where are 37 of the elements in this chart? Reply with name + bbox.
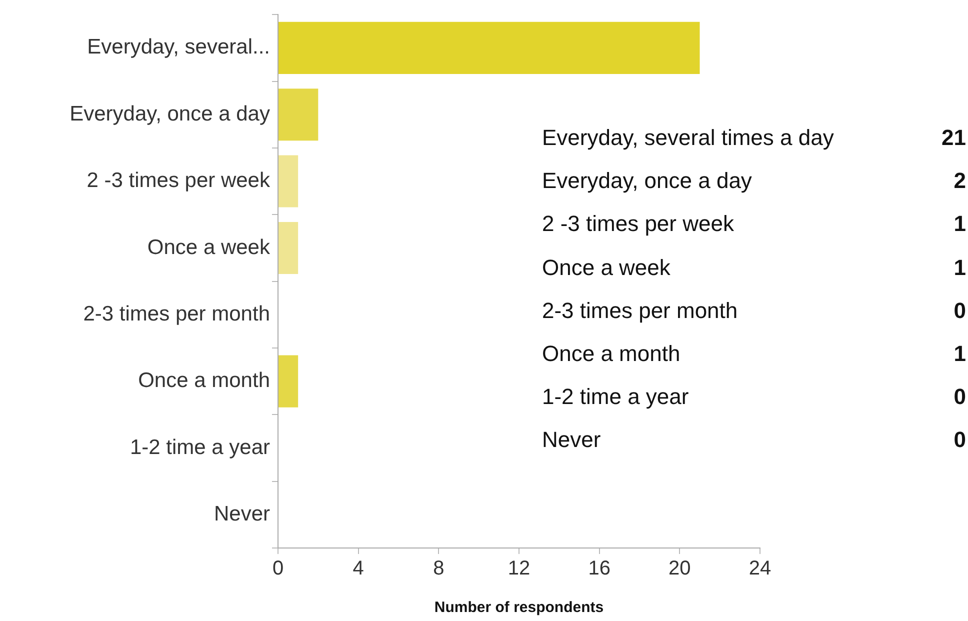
data-label: 0 — [954, 296, 966, 325]
bar — [278, 88, 318, 141]
bar — [278, 222, 298, 274]
data-label: 1 — [954, 340, 966, 368]
x-tick-label: 8 — [433, 558, 444, 580]
y-tick-label: 2 -3 times per week — [86, 169, 270, 192]
x-tick-label: 16 — [588, 558, 610, 580]
data-label: 0 — [954, 383, 966, 412]
bar — [278, 22, 700, 74]
x-tick-label: 12 — [508, 558, 530, 580]
category-label: Never — [542, 426, 601, 454]
y-tick-label: Everyday, once a day — [70, 102, 270, 126]
category-label: 2-3 times per month — [542, 296, 738, 325]
y-tick-label: 1-2 time a year — [130, 436, 270, 459]
data-label: 2 — [954, 167, 966, 196]
data-label: 1 — [954, 210, 966, 238]
y-tick-label: 2-3 times per month — [83, 302, 270, 326]
category-label: Everyday, once a day — [542, 167, 752, 196]
category-label: 2 -3 times per week — [542, 210, 734, 238]
data-label: 1 — [954, 254, 966, 282]
category-label: Once a week — [542, 254, 670, 282]
x-tick-label: 4 — [352, 558, 364, 580]
x-tick-label: 24 — [748, 558, 772, 580]
bar — [278, 155, 298, 208]
x-tick-label: 0 — [272, 558, 284, 580]
y-tick-label: Once a month — [138, 369, 270, 392]
x-tick-label: 20 — [668, 558, 691, 580]
bar — [278, 355, 298, 408]
y-tick-label: Once a week — [147, 236, 270, 259]
category-label: Everyday, several times a day — [542, 124, 834, 152]
category-label: 1-2 time a year — [542, 383, 689, 412]
data-label: 21 — [942, 124, 966, 152]
category-label: Once a month — [542, 340, 680, 368]
y-tick-label: Everyday, several... — [87, 36, 270, 59]
data-label: 0 — [954, 426, 966, 454]
y-tick-label: Never — [214, 502, 270, 526]
x-axis-title: Number of respondents — [434, 599, 604, 616]
